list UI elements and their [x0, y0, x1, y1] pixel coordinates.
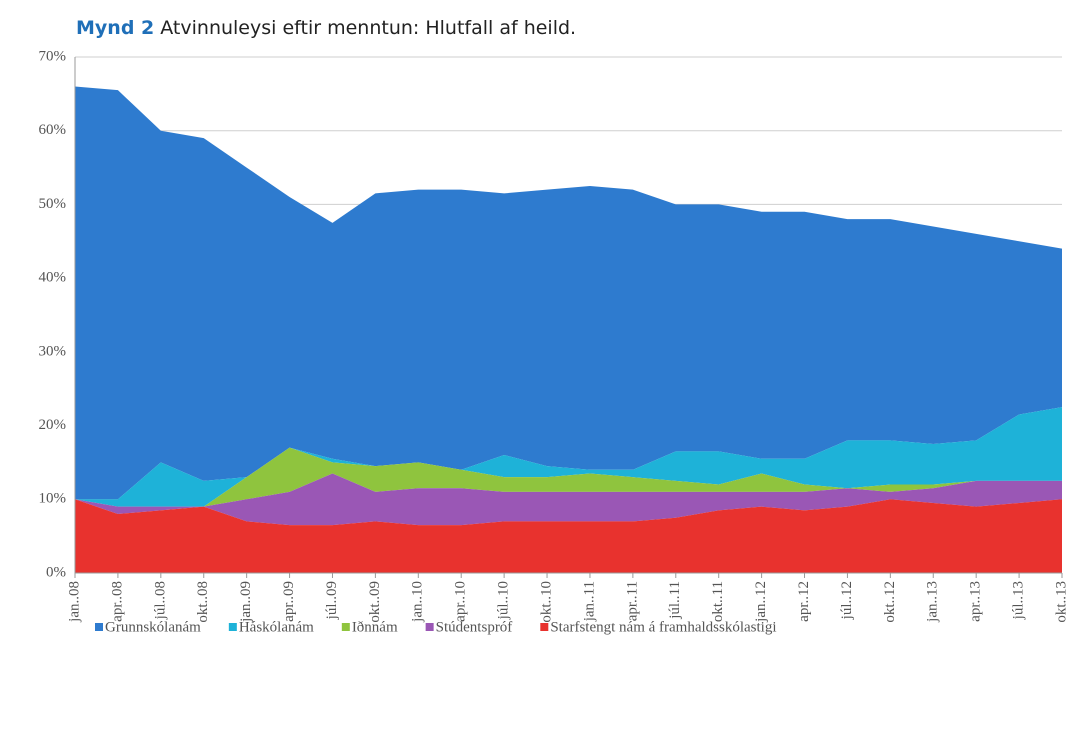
legend-label: Grunnskólanám [105, 619, 201, 635]
area [75, 473, 1062, 526]
x-tick-label: apr..12 [796, 581, 812, 622]
legend-swatch [540, 623, 549, 631]
x-tick-label: jan..10 [410, 581, 426, 623]
legend-label: Háskólanám [239, 619, 314, 635]
area [75, 407, 1062, 507]
x-tick-label: júl..10 [496, 581, 512, 620]
x-tick-label: okt..10 [538, 581, 554, 623]
x-tick-label: jan..12 [753, 581, 769, 623]
x-tick-label: okt..11 [710, 581, 726, 622]
legend-label: Iðnnám [352, 619, 398, 635]
x-tick-label: apr..11 [624, 581, 640, 621]
x-tick-label: júl..08 [152, 581, 168, 620]
y-tick-label: 30% [39, 343, 67, 359]
x-tick-label: apr..10 [453, 581, 469, 622]
legend-swatch [228, 623, 237, 631]
y-tick-label: 20% [39, 417, 67, 433]
x-tick-label: okt..13 [1053, 581, 1069, 623]
area [75, 447, 1062, 507]
x-tick-label: júl..09 [324, 581, 340, 620]
area [75, 86, 1062, 500]
y-tick-label: 10% [39, 491, 67, 507]
x-tick-label: júl..11 [667, 581, 683, 620]
legend-swatch [425, 623, 434, 631]
x-tick-label: okt..08 [195, 581, 211, 623]
x-tick-label: jan..11 [581, 581, 597, 622]
x-tick-label: júl..13 [1011, 581, 1027, 620]
legend-swatch [341, 623, 350, 631]
x-tick-label: jan..13 [925, 581, 941, 623]
x-tick-label: apr..09 [281, 581, 297, 622]
x-tick-label: apr..08 [109, 581, 125, 622]
area [75, 499, 1062, 573]
y-tick-label: 50% [39, 196, 67, 212]
y-tick-label: 0% [46, 564, 66, 580]
chart-title: Mynd 2 Atvinnuleysi eftir menntun: Hlutfa… [76, 17, 576, 39]
y-tick-label: 70% [39, 48, 67, 64]
y-tick-label: 60% [39, 122, 67, 138]
x-tick-label: júl..12 [839, 581, 855, 620]
x-tick-label: apr..13 [968, 581, 984, 622]
x-tick-label: jan..08 [66, 581, 82, 623]
y-tick-label: 40% [39, 270, 67, 286]
title-text: Atvinnuleysi eftir menntun: Hlutfall af … [160, 17, 576, 39]
x-tick-label: jan..09 [238, 581, 254, 623]
legend-label: Stúdentspróf [436, 619, 513, 635]
legend-label: Starfstengt nám á framhaldsskólastigi [550, 619, 776, 635]
x-tick-label: okt..09 [367, 581, 383, 623]
x-tick-label: okt..12 [882, 581, 898, 623]
legend-swatch [95, 623, 103, 631]
title-prefix: Mynd 2 [76, 17, 154, 39]
